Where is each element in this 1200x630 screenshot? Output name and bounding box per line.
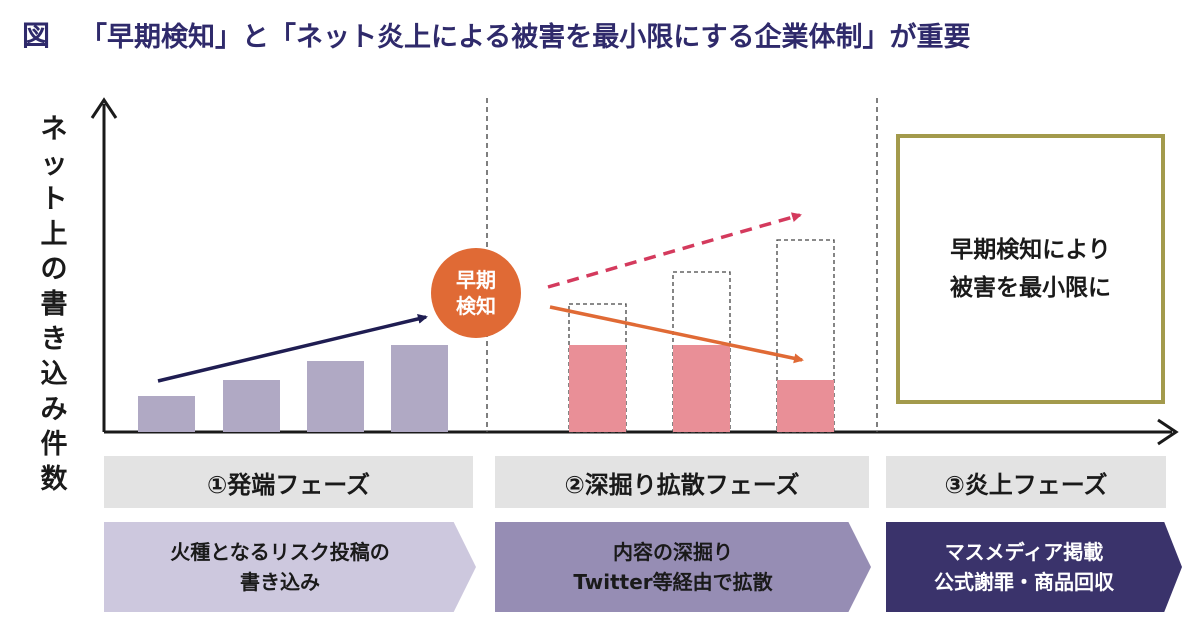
bar-phase2-3 (777, 380, 834, 432)
figure-title: 「早期検知」と「ネット炎上による被害を最小限にする企業体制」が重要 (80, 21, 971, 53)
phase-header-1: ①発端フェーズ (104, 456, 473, 508)
bar-phase1-3 (307, 361, 364, 432)
phase-desc-2: 内容の深掘り Twitter等経由で拡散 (495, 522, 871, 612)
x-axis-arrowhead (1157, 418, 1179, 446)
trend-arrow (157, 313, 428, 383)
bar-potential-3 (776, 239, 835, 433)
bar-phase2-1 (569, 345, 626, 432)
detected-trend-arrow (549, 305, 804, 364)
bar-phase1-2 (223, 380, 280, 432)
y-axis-label: ネ ッ ト 上 の 書 き 込 み 件 数 (40, 114, 68, 495)
y-axis-arrowhead (90, 97, 118, 119)
phase-header-3: ③炎上フェーズ (886, 456, 1166, 508)
phase-desc-3: マスメディア掲載 公式謝罪・商品回収 (886, 522, 1182, 612)
bar-phase1-1 (138, 396, 195, 432)
phase-desc-1: 火種となるリスク投稿の 書き込み (104, 522, 476, 612)
bar-phase1-4 (391, 345, 448, 432)
phase-header-2: ②深掘り拡散フェーズ (495, 456, 869, 508)
early-detection-label: 早期 検知 (456, 268, 496, 318)
result-box: 早期検知により 被害を最小限に (896, 134, 1165, 404)
result-line-2: 被害を最小限に (950, 275, 1111, 301)
early-detection-circle (431, 248, 521, 338)
figure-label: 図 (22, 19, 51, 52)
bar-phase2-2 (673, 345, 730, 432)
undetected-trend-arrow (547, 212, 802, 289)
figure-header: 図 「早期検知」と「ネット炎上による被害を最小限にする企業体制」が重要 (22, 12, 970, 56)
result-line-1: 早期検知により (950, 237, 1111, 263)
